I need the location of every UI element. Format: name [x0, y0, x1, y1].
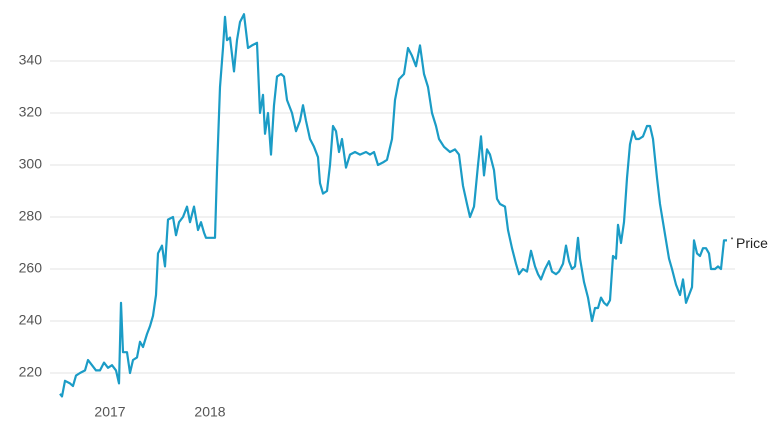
- y-tick-label: 320: [19, 104, 43, 120]
- y-tick-label: 220: [19, 364, 43, 380]
- y-tick-label: 260: [19, 260, 43, 276]
- y-tick-label: 240: [19, 312, 43, 328]
- y-tick-label: 340: [19, 52, 43, 68]
- x-tick-label: 2017: [94, 404, 125, 420]
- y-tick-label: 280: [19, 208, 43, 224]
- series-label: Price: [736, 235, 768, 251]
- y-tick-label: 300: [19, 156, 43, 172]
- price-line: [59, 13, 727, 398]
- x-tick-label: 2018: [194, 404, 225, 420]
- legend-marker: [731, 237, 733, 240]
